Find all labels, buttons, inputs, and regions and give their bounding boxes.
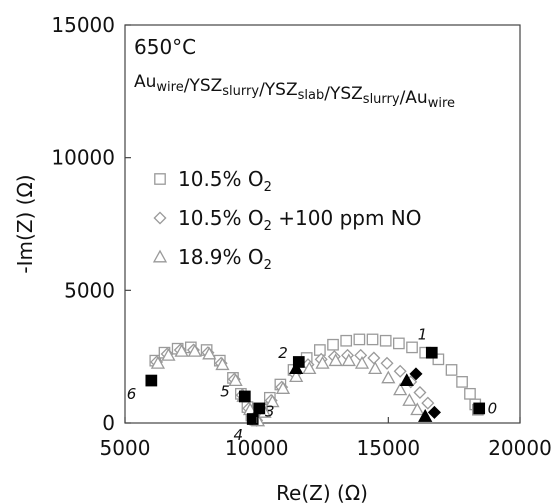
legend-label-subscript: 2 (264, 219, 272, 234)
data-point-triangle (174, 344, 189, 357)
data-point-triangle (354, 355, 370, 369)
data-point-triangle (341, 353, 356, 367)
data-point-diamond (380, 356, 394, 370)
x-axis-title: Re(Z) (Ω) (276, 481, 368, 504)
highlighted-point-1 (409, 367, 423, 381)
y-tick-label: 10000 (51, 146, 115, 170)
y-tick-label: 5000 (64, 278, 115, 302)
data-point-square (456, 376, 468, 388)
data-point-diamond (413, 385, 427, 400)
legend-label: 10.5% O2 (178, 167, 272, 195)
data-point-square (314, 344, 326, 356)
data-point-triangle (315, 355, 330, 369)
cell-part: Au (134, 72, 156, 92)
x-tick-label: 20000 (488, 436, 552, 460)
legend-label-subscript: 2 (264, 258, 272, 273)
data-point-triangle (161, 348, 176, 361)
highlighted-point-3 (253, 402, 266, 415)
x-tick-label: 5000 (100, 436, 151, 460)
data-point-square (432, 353, 445, 366)
cell-part: /YSZ (324, 84, 363, 104)
legend-label: 18.9% O2 (178, 245, 272, 273)
highlighted-point-0 (418, 409, 433, 422)
highlighted-point-0 (473, 402, 486, 415)
data-point-square (340, 334, 353, 347)
highlighted-point-6 (145, 374, 158, 387)
cell-part-subscript: wire (428, 96, 455, 111)
legend-label-suffix: +100 ppm NO (272, 206, 422, 230)
y-tick-label: 0 (102, 411, 115, 435)
data-point-diamond (367, 351, 381, 365)
highlighted-point-5 (238, 390, 251, 403)
data-point-square (393, 337, 405, 350)
data-point-triangle (289, 369, 304, 383)
x-tick-label: 10000 (225, 436, 289, 460)
point-label: 6 (127, 385, 137, 403)
legend-label-main: 10.5% O (178, 167, 264, 191)
data-point-square (353, 333, 366, 346)
data-point-square (406, 341, 418, 354)
data-point-triangle (265, 394, 280, 408)
data-point-triangle (150, 355, 166, 369)
highlighted-point-2 (289, 361, 304, 375)
cell-part-subscript: slab (298, 88, 325, 103)
data-point-triangle (368, 361, 383, 375)
data-point-square (445, 364, 458, 376)
highlighted-point-1 (399, 373, 414, 386)
point-label: 3 (265, 402, 275, 420)
data-point-triangle (410, 402, 425, 416)
highlighted-point-0 (427, 405, 441, 419)
data-point-square (379, 334, 392, 347)
legend-marker-triangle (152, 249, 168, 263)
data-point-triangle (381, 370, 396, 384)
data-point-triangle (393, 382, 408, 396)
point-label: 2 (278, 344, 288, 362)
y-axis-title: -Im(Z) (Ω) (13, 174, 37, 273)
data-point-triangle (215, 357, 230, 371)
legend-label-subscript: 2 (264, 180, 272, 195)
point-label: 0 (488, 400, 498, 418)
data-point-triangle (228, 373, 243, 386)
cell-part-subscript: wire (156, 80, 183, 95)
x-tick-label: 15000 (357, 436, 421, 460)
data-point-triangle (187, 344, 202, 357)
point-label: 1 (418, 325, 428, 343)
legend-marker-diamond (153, 211, 167, 225)
highlight-layer (145, 346, 486, 425)
cell-configuration-label: Auwire/YSZslurry/YSZslab/YSZslurry/Auwir… (134, 72, 455, 111)
data-point-square (464, 387, 476, 400)
data-point-triangle (302, 361, 317, 375)
cell-part: /Au (400, 88, 428, 108)
legend-label: 10.5% O2 +100 ppm NO (178, 206, 422, 234)
data-point-triangle (328, 353, 343, 367)
point-label: 4 (233, 426, 243, 444)
cell-part-subscript: slurry (363, 92, 400, 107)
cell-part: /YSZ (184, 76, 223, 96)
highlighted-point-1 (425, 346, 438, 359)
data-point-diamond (421, 396, 435, 410)
cell-part: /YSZ (259, 80, 298, 100)
y-tick-label: 15000 (51, 13, 115, 37)
legend-label-main: 10.5% O (178, 206, 264, 230)
data-point-square (327, 338, 339, 351)
data-point-diamond (393, 364, 407, 378)
temperature-label: 650°C (134, 35, 196, 59)
legend-label-main: 18.9% O (178, 245, 264, 269)
data-point-triangle (275, 381, 291, 394)
data-point-triangle (402, 393, 417, 406)
cell-part-subscript: slurry (222, 84, 259, 99)
legend-marker-square (154, 173, 166, 185)
highlighted-point-4 (246, 413, 259, 425)
plot-frame (124, 24, 521, 424)
point-label-layer: 0 1 2 3 4 5 6 (127, 325, 497, 444)
point-label: 5 (220, 382, 230, 400)
data-point-square (366, 333, 379, 346)
data-point-triangle (202, 346, 217, 360)
